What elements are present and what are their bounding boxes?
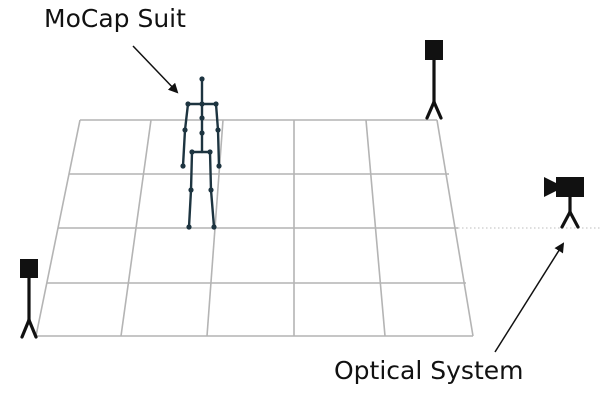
camera-icon xyxy=(425,40,443,60)
skeleton-joint xyxy=(216,163,222,169)
skeleton-joint xyxy=(199,130,205,136)
skeleton-figure xyxy=(180,76,222,230)
skeleton-joint xyxy=(208,187,214,193)
skeleton-joint xyxy=(199,76,205,82)
skeleton-joint xyxy=(180,163,186,169)
camera-icon xyxy=(20,259,38,278)
skeleton-joint xyxy=(213,101,219,107)
camera-left xyxy=(20,259,38,339)
skeleton-joint xyxy=(186,224,192,230)
tripod-icon xyxy=(425,58,443,120)
skeleton-joint xyxy=(185,101,191,107)
grid-column-line xyxy=(35,119,81,337)
camera-right xyxy=(544,177,584,229)
tripod-icon xyxy=(20,276,38,339)
skeleton-joint xyxy=(215,127,221,133)
skeleton-joint xyxy=(188,187,194,193)
skeleton-joint xyxy=(182,127,188,133)
grid-column-line xyxy=(436,119,474,337)
optical-pointer-arrow xyxy=(494,242,565,353)
camera-top-right xyxy=(425,40,443,120)
suit-pointer-arrow xyxy=(132,45,179,94)
skeleton-joint xyxy=(207,149,213,155)
tripod-icon xyxy=(560,195,580,229)
grid-column-line xyxy=(120,119,152,337)
mocap-suit-label: MoCap Suit xyxy=(44,4,186,33)
skeleton-joint xyxy=(189,149,195,155)
skeleton-joint xyxy=(211,224,217,230)
camera-icon xyxy=(544,177,584,197)
grid-column-line xyxy=(365,119,386,337)
skeleton-joint xyxy=(199,101,205,107)
optical-system-label: Optical System xyxy=(334,356,524,385)
capture-floor-grid xyxy=(35,119,474,337)
skeleton-joint xyxy=(199,115,205,121)
